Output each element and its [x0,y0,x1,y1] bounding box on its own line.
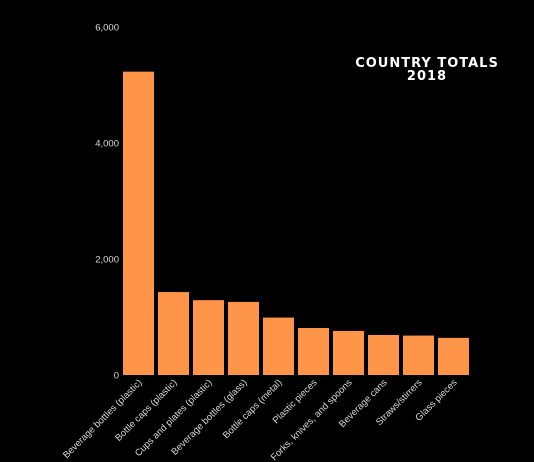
bar [368,334,399,375]
bar [228,301,259,375]
bar [333,330,364,375]
chart-title: COUNTRY TOTALS 2018 [355,56,499,84]
y-tick-label: 6,000 [95,23,119,34]
bar [158,292,189,375]
y-axis: 0 2,000 4,000 6,000 [95,23,119,382]
bar [438,337,469,375]
chart-title-line: COUNTRY TOTALS [355,56,499,71]
y-tick-label: 2,000 [95,255,119,266]
bar [193,300,224,375]
bar [298,328,329,375]
y-tick-label: 4,000 [95,139,119,150]
bar [403,335,434,375]
y-tick-label: 0 [114,371,119,382]
bar [263,317,294,375]
chart-title-line: 2018 [407,69,447,84]
bar [123,71,154,375]
bars-group [123,71,469,375]
